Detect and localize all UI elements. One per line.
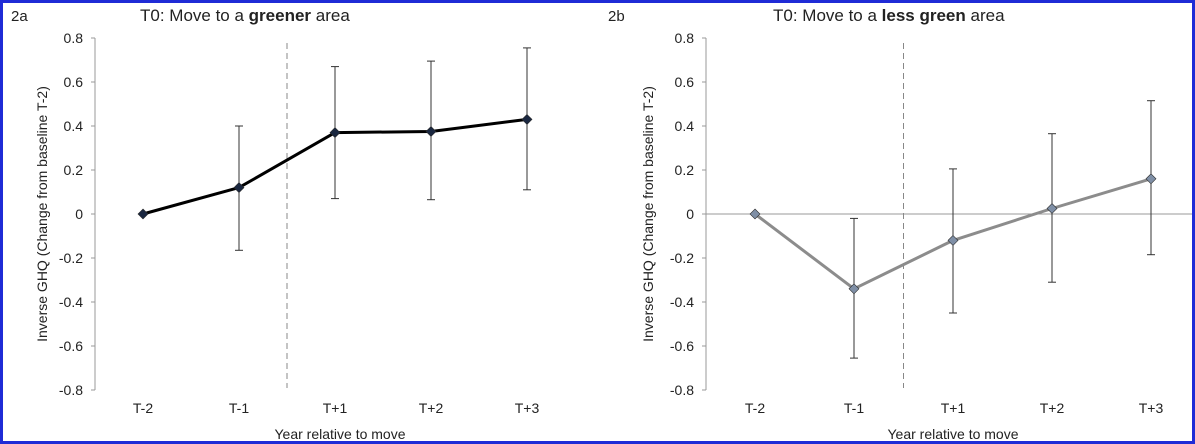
y-tick-label: -0.6 (670, 338, 694, 354)
y-tick-label: -0.4 (670, 294, 694, 310)
y-tick-label: 0.4 (675, 118, 695, 134)
chart-title-text: area (966, 6, 1005, 25)
x-tick-label: T+3 (1139, 400, 1164, 416)
data-point-marker (426, 127, 436, 137)
x-axis-label: Year relative to move (888, 426, 1019, 441)
y-tick-label: -0.2 (59, 250, 83, 266)
y-tick-label: 0.4 (64, 118, 84, 134)
chart-title-bold: greener (249, 6, 312, 25)
chart-title-bold: less green (882, 6, 966, 25)
y-tick-label: 0.8 (64, 30, 84, 46)
y-tick-label: -0.6 (59, 338, 83, 354)
data-point-marker (1146, 174, 1156, 184)
y-axis-label: Inverse GHQ (Change from baseline T-2) (34, 86, 50, 342)
chart-title-text: T0: Move to a (140, 6, 249, 25)
chart-title: T0: Move to a less green area (773, 6, 1005, 25)
chart-panel-2b: 2b T0: Move to a less green area 0.8 0.6 0.4… (608, 6, 1192, 441)
chart-title-text: T0: Move to a (773, 6, 882, 25)
data-point-marker (948, 235, 958, 245)
y-tick-label: 0 (686, 206, 694, 222)
figure-svg: 2a T0: Move to a greener area 0.8 0.6 0.4 0.2… (3, 3, 1192, 441)
data-point-marker (522, 114, 532, 124)
y-tick-label: 0.2 (64, 162, 84, 178)
chart-panel-2a: 2a T0: Move to a greener area 0.8 0.6 0.4 0.2… (11, 6, 539, 441)
panel-label: 2b (608, 8, 625, 25)
chart-title: T0: Move to a greener area (140, 6, 350, 25)
x-axis-label: Year relative to move (275, 426, 406, 441)
y-tick-label: 0.6 (64, 74, 84, 90)
y-axis-label: Inverse GHQ (Change from baseline T-2) (640, 86, 656, 342)
x-tick-label: T-1 (229, 400, 249, 416)
y-tick-label: -0.8 (59, 382, 83, 398)
data-point-marker (1047, 204, 1057, 214)
x-tick-label: T-2 (745, 400, 765, 416)
y-tick-label: 0.2 (675, 162, 695, 178)
panel-label: 2a (11, 8, 28, 25)
data-point-marker (138, 209, 148, 219)
y-tick-label: 0 (75, 206, 83, 222)
y-tick-label: -0.4 (59, 294, 83, 310)
x-tick-label: T-1 (844, 400, 864, 416)
x-tick-label: T-2 (133, 400, 153, 416)
x-tick-label: T+2 (419, 400, 444, 416)
y-tick-label: -0.8 (670, 382, 694, 398)
x-tick-label: T+2 (1040, 400, 1065, 416)
y-tick-label: 0.6 (675, 74, 695, 90)
chart-title-text: area (311, 6, 350, 25)
x-tick-label: T+1 (941, 400, 966, 416)
x-tick-label: T+1 (323, 400, 348, 416)
y-tick-label: 0.8 (675, 30, 695, 46)
x-tick-label: T+3 (515, 400, 540, 416)
y-tick-label: -0.2 (670, 250, 694, 266)
